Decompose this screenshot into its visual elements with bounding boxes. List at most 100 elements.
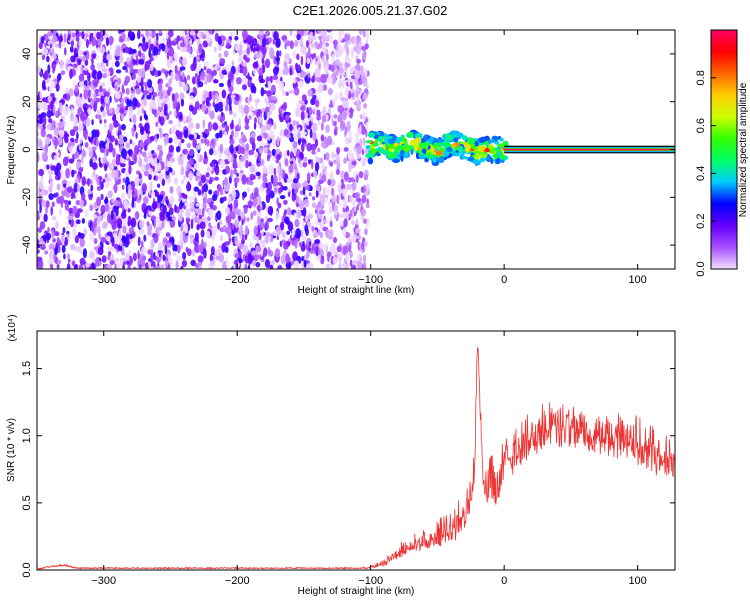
heatmap-cell [174, 64, 178, 75]
heatmap-cell [218, 253, 225, 263]
heatmap-cell [55, 96, 58, 105]
heatmap-cell [99, 85, 103, 93]
heatmap-cell [137, 106, 143, 117]
heatmap-cell [112, 232, 118, 238]
heatmap-cell [190, 259, 196, 267]
heatmap-cell [144, 122, 150, 133]
heatmap-cell [39, 89, 43, 99]
x-tick-label: −100 [358, 274, 383, 286]
heatmap-cell [112, 206, 117, 213]
heatmap-carrier-band [504, 148, 675, 151]
heatmap-cell [135, 211, 140, 220]
heatmap-cell [324, 170, 328, 177]
heatmap-cell [338, 262, 342, 269]
heatmap-cell [108, 142, 114, 153]
heatmap-cell [134, 145, 140, 156]
heatmap-cell [238, 118, 241, 128]
heatmap-cell [189, 53, 194, 58]
heatmap-cell [311, 225, 315, 232]
heatmap-cell [219, 143, 224, 154]
heatmap-cell [65, 168, 70, 179]
heatmap-cell [355, 218, 359, 226]
heatmap-cell [350, 233, 357, 243]
heatmap-cell [302, 161, 308, 168]
y-tick-label: 0 [21, 146, 33, 152]
heatmap-cell [38, 139, 43, 149]
heatmap-cell [362, 218, 367, 224]
heatmap-cell [168, 207, 174, 216]
heatmap-cell [277, 266, 282, 269]
heatmap-cell [277, 202, 282, 209]
heatmap-cell [343, 218, 348, 228]
heatmap-cell [153, 55, 159, 60]
heatmap-cell [40, 237, 44, 245]
heatmap-cell [178, 114, 183, 120]
heatmap-cell [342, 99, 348, 109]
heatmap-cell [208, 189, 213, 195]
heatmap-cell [245, 160, 249, 169]
heatmap-cell [467, 156, 475, 162]
heatmap-cell [88, 250, 95, 260]
heatmap-cell [166, 38, 172, 49]
heatmap-cell [406, 133, 414, 137]
heatmap-cell [238, 102, 241, 113]
heatmap-cell [499, 137, 504, 142]
heatmap-cell [123, 199, 129, 210]
heatmap-cell [233, 154, 238, 159]
heatmap-cell [285, 58, 290, 63]
heatmap-cell [138, 46, 142, 51]
heatmap-cell [44, 144, 48, 155]
heatmap-cell [105, 142, 110, 150]
heatmap-cell [409, 139, 416, 147]
heatmap-cell [247, 79, 252, 88]
heatmap-cell [383, 133, 388, 137]
heatmap-cell [315, 156, 321, 164]
heatmap-cell [262, 166, 268, 176]
heatmap-cell [59, 102, 63, 108]
heatmap-cell [214, 249, 221, 258]
heatmap-cell [72, 116, 78, 127]
heatmap-cell [76, 34, 80, 39]
heatmap-cell [213, 165, 217, 172]
heatmap-cell [189, 202, 194, 209]
heatmap-cell [145, 30, 150, 37]
heatmap-cell [39, 51, 44, 56]
heatmap-cell [100, 193, 104, 201]
heatmap-cell [50, 264, 54, 269]
heatmap-cell [161, 43, 166, 52]
heatmap-cell [91, 37, 97, 47]
heatmap-cell [138, 228, 145, 235]
heatmap-cell [126, 57, 130, 65]
heatmap-cell [285, 91, 289, 97]
heatmap-cell [234, 218, 240, 229]
heatmap-cell [298, 80, 304, 88]
top-x-ticks: −300 −200 −100 0 100 [91, 30, 647, 286]
heatmap-cell [153, 175, 157, 180]
heatmap-cell [155, 265, 161, 269]
heatmap-cell [52, 35, 58, 43]
heatmap-cell [326, 34, 330, 40]
heatmap-cell [129, 139, 133, 145]
heatmap-cell [67, 215, 73, 220]
heatmap-cell [57, 170, 61, 181]
heatmap-cell [104, 163, 108, 172]
heatmap-cell [231, 119, 234, 129]
heatmap-cell [387, 152, 395, 159]
heatmap-cell [105, 196, 108, 204]
heatmap-cell [143, 156, 149, 163]
heatmap-cell [308, 192, 312, 197]
heatmap-cell [323, 242, 327, 252]
heatmap-cell [258, 30, 264, 37]
heatmap-cell [292, 78, 297, 84]
heatmap-cell [212, 93, 216, 103]
heatmap-cell [327, 179, 332, 186]
heatmap-cell [453, 137, 459, 143]
heatmap-cell [90, 184, 94, 192]
heatmap-cell [331, 152, 335, 158]
heatmap-cell [113, 166, 118, 171]
heatmap-cell [236, 172, 239, 177]
heatmap-cell [262, 181, 266, 189]
heatmap-cell [193, 46, 196, 52]
heatmap-cell [253, 121, 257, 130]
